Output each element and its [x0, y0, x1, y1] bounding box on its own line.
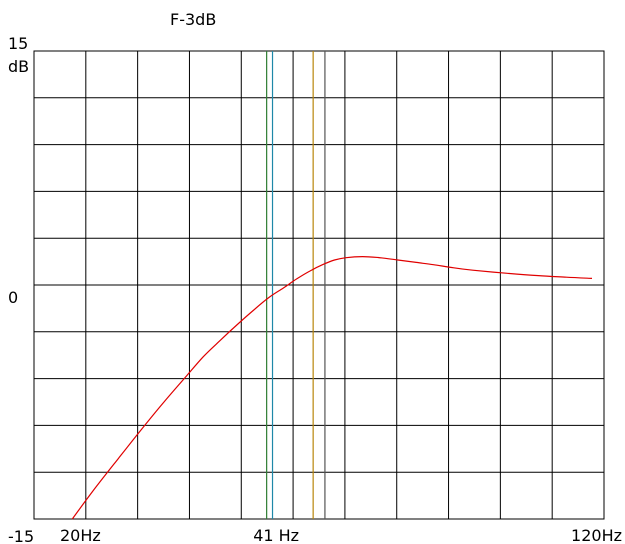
- y-unit-label: dB: [8, 57, 29, 76]
- plot-frame: [33, 50, 605, 520]
- x-tick-label: 20Hz: [60, 526, 101, 544]
- chart-title: F-3dB: [170, 10, 216, 29]
- tick-labels: 15 0 -15 20Hz 41 Hz 120Hz: [8, 34, 622, 544]
- grid: [33, 50, 605, 520]
- y-tick-label: 15: [8, 34, 28, 53]
- y-tick-label: 0: [8, 288, 18, 307]
- marker-lines: [266, 51, 326, 519]
- y-tick-label: -15: [8, 527, 34, 544]
- x-tick-label: 120Hz: [571, 526, 622, 544]
- series-layer: [71, 255, 593, 520]
- x-tick-label: 41 Hz: [253, 526, 299, 544]
- response-curve: [71, 255, 593, 520]
